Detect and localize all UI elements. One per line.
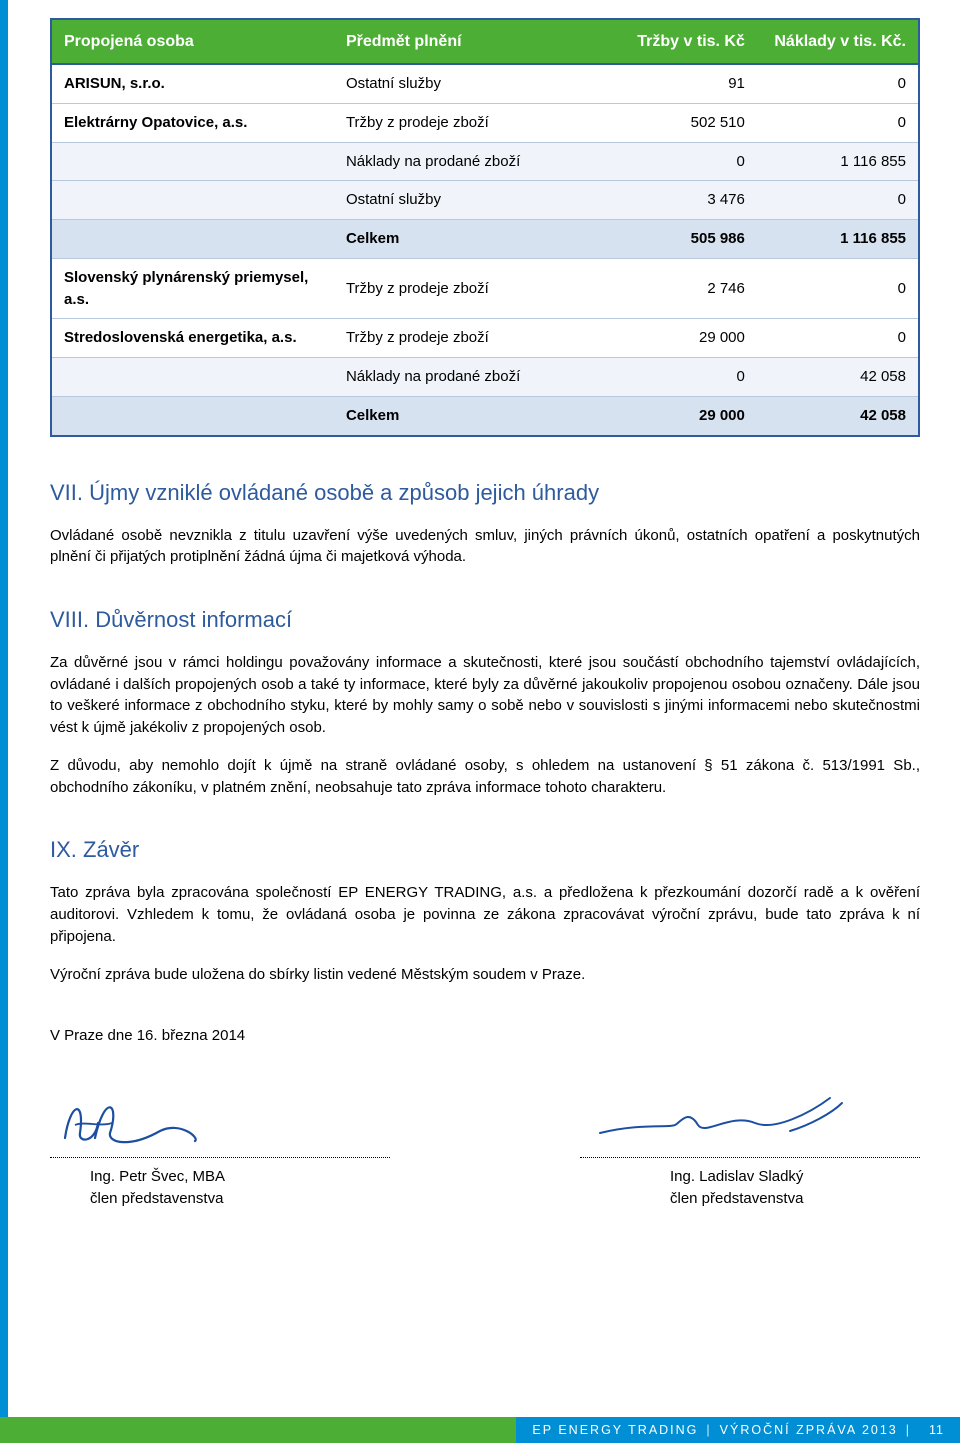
table-row: ARISUN, s.r.o. Ostatní služby 91 0 [52,65,918,103]
left-accent-bar [0,0,8,1417]
footer-page-number: 11 [929,1421,944,1439]
signer-name: Ing. Petr Švec, MBA [50,1166,390,1188]
section-ix-heading: IX. Závěr [50,834,920,866]
section-ix-paragraph-2: Výroční zpráva bude uložena do sbírky li… [50,964,920,986]
section-ix-paragraph-1: Tato zpráva byla zpracována společností … [50,882,920,947]
table-body: ARISUN, s.r.o. Ostatní služby 91 0 Elekt… [52,65,918,435]
table-total-row: Celkem 505 986 1 116 855 [52,219,918,258]
signature-svec-icon [50,1083,250,1153]
signature-right: Ing. Ladislav Sladký člen představenstva [580,1083,920,1210]
section-viii-paragraph-1: Za důvěrné jsou v rámci holdingu považov… [50,652,920,739]
th-osoba: Propojená osoba [52,20,334,65]
page-footer: EP ENERGY TRADING | VÝROČNÍ ZPRÁVA 2013 … [0,1417,960,1443]
section-vii-heading: VII. Újmy vzniklé ovládané osobě a způso… [50,477,920,509]
signer-role: člen představenstva [50,1188,390,1210]
footer-company: EP ENERGY TRADING [532,1421,698,1439]
signer-name: Ing. Ladislav Sladký [580,1166,920,1188]
footer-separator-icon: | [706,1421,711,1439]
section-viii-heading: VIII. Důvěrnost informací [50,604,920,636]
signatures-row: Ing. Petr Švec, MBA člen představenstva … [50,1083,920,1210]
footer-report: VÝROČNÍ ZPRÁVA 2013 [720,1421,898,1439]
date-line: V Praze dne 16. března 2014 [50,1025,920,1047]
section-vii-paragraph: Ovládané osobě nevznikla z titulu uzavře… [50,525,920,569]
related-parties-table: Propojená osoba Předmět plnění Tržby v t… [50,18,920,437]
table-row: Náklady na prodané zboží 0 1 116 855 [52,142,918,181]
table-row: Slovenský plynárenský priemysel, a.s. Tr… [52,258,918,319]
table-row: Ostatní služby 3 476 0 [52,180,918,219]
document-page: Propojená osoba Předmět plnění Tržby v t… [0,0,960,1443]
th-trzby: Tržby v tis. Kč [616,20,757,65]
signature-line [580,1157,920,1158]
signature-line [50,1157,390,1158]
table-header-row: Propojená osoba Předmět plnění Tržby v t… [52,20,918,65]
table-total-row: Celkem 29 000 42 058 [52,396,918,435]
footer-separator-icon: | [906,1421,911,1439]
signature-left: Ing. Petr Švec, MBA člen představenstva [50,1083,390,1210]
table-row: Stredoslovenská energetika, a.s. Tržby z… [52,318,918,357]
signature-sladky-icon [580,1083,860,1153]
th-predmet: Předmět plnění [334,20,616,65]
footer-bar: EP ENERGY TRADING | VÝROČNÍ ZPRÁVA 2013 … [516,1417,960,1443]
table-row: Náklady na prodané zboží 0 42 058 [52,357,918,396]
th-naklady: Náklady v tis. Kč. [757,20,918,65]
table-row: Elektrárny Opatovice, a.s. Tržby z prode… [52,103,918,142]
signer-role: člen představenstva [580,1188,920,1210]
section-viii-paragraph-2: Z důvodu, aby nemohlo dojít k újmě na st… [50,755,920,799]
